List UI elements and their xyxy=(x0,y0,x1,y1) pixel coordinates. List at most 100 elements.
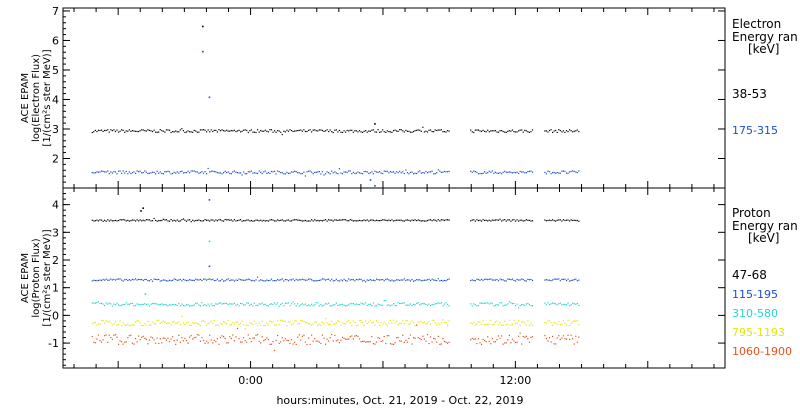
data-point xyxy=(117,278,120,280)
data-point xyxy=(185,131,188,133)
data-point xyxy=(446,303,449,305)
data-point xyxy=(311,303,313,305)
data-point xyxy=(121,172,123,174)
data-point xyxy=(232,334,234,336)
data-point xyxy=(562,335,565,337)
data-point xyxy=(297,336,299,338)
data-point xyxy=(153,339,155,341)
data-point xyxy=(178,220,180,222)
data-point xyxy=(434,303,436,305)
data-point xyxy=(559,302,561,304)
data-point xyxy=(406,304,408,306)
data-point xyxy=(216,303,219,305)
data-point xyxy=(405,129,407,131)
data-point xyxy=(158,304,160,306)
data-point xyxy=(497,172,500,174)
data-point xyxy=(161,219,163,222)
data-point xyxy=(496,219,498,221)
y-tick-label: 3 xyxy=(52,226,59,239)
data-point xyxy=(360,220,362,222)
data-point xyxy=(519,324,521,327)
data-point xyxy=(142,129,144,131)
data-point xyxy=(144,323,146,325)
data-point xyxy=(502,343,504,345)
data-point xyxy=(287,130,290,132)
data-point xyxy=(202,339,205,341)
data-point xyxy=(216,172,219,174)
data-point xyxy=(213,171,215,173)
data-point xyxy=(314,280,316,282)
data-point xyxy=(365,302,367,304)
data-point xyxy=(358,172,361,174)
data-point xyxy=(241,220,243,222)
data-point xyxy=(213,129,215,131)
data-point xyxy=(153,217,155,220)
data-point xyxy=(358,278,361,280)
data-point xyxy=(527,131,529,133)
data-point xyxy=(567,131,569,133)
data-point xyxy=(405,320,407,322)
data-point xyxy=(328,278,330,280)
x-axis-label: hours:minutes, Oct. 21, 2019 - Oct. 22, … xyxy=(276,394,523,407)
data-point xyxy=(187,321,189,324)
data-point xyxy=(386,220,388,222)
data-point xyxy=(275,131,277,133)
data-point xyxy=(311,334,313,336)
data-point xyxy=(399,170,401,172)
data-point xyxy=(341,173,344,175)
data-point xyxy=(572,131,574,133)
data-point xyxy=(374,131,376,133)
data-point xyxy=(510,279,512,281)
data-point xyxy=(437,278,439,280)
data-point xyxy=(378,220,381,222)
data-point xyxy=(298,279,300,281)
data-point xyxy=(227,342,229,344)
data-point xyxy=(412,173,415,175)
data-point xyxy=(136,320,138,322)
data-point xyxy=(108,320,110,322)
data-point xyxy=(445,219,447,221)
data-point xyxy=(561,170,563,172)
data-point xyxy=(331,131,333,133)
data-point xyxy=(575,320,577,322)
data-point xyxy=(576,320,578,322)
data-point xyxy=(564,322,566,324)
data-point xyxy=(473,170,475,172)
data-point xyxy=(513,219,515,221)
data-point xyxy=(148,324,151,326)
data-point xyxy=(321,171,324,173)
data-point xyxy=(114,320,117,323)
data-point xyxy=(572,320,574,323)
data-point xyxy=(411,278,413,281)
data-point xyxy=(136,279,138,281)
data-point xyxy=(111,130,113,132)
data-point xyxy=(164,279,166,281)
data-point xyxy=(136,219,138,221)
data-point xyxy=(334,304,336,306)
data-point xyxy=(94,321,96,324)
data-point xyxy=(219,172,222,174)
data-point xyxy=(409,303,412,305)
data-point xyxy=(394,304,396,307)
data-point xyxy=(136,341,138,343)
data-point xyxy=(209,322,211,324)
data-point xyxy=(151,302,154,305)
data-point xyxy=(338,321,341,323)
data-point xyxy=(328,130,330,133)
data-point xyxy=(196,219,198,222)
data-point xyxy=(425,170,427,173)
data-point xyxy=(134,304,137,307)
data-point xyxy=(318,341,320,343)
data-point xyxy=(369,179,372,181)
data-point xyxy=(292,322,294,325)
data-point xyxy=(304,130,307,133)
data-point xyxy=(365,220,367,222)
data-point xyxy=(128,325,130,327)
data-point xyxy=(232,279,234,281)
data-point xyxy=(278,171,280,173)
data-point xyxy=(91,335,93,338)
data-point xyxy=(324,130,327,132)
data-point xyxy=(307,322,310,325)
data-point xyxy=(312,129,314,131)
data-point xyxy=(153,129,155,131)
